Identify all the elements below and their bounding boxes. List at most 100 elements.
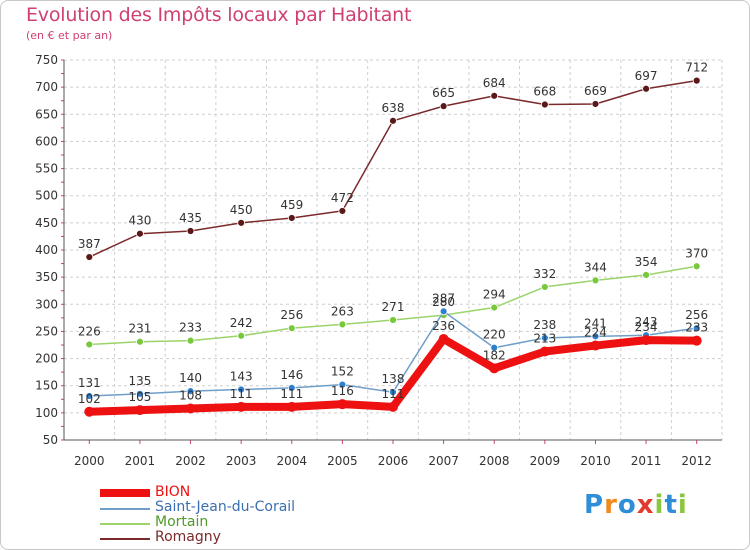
data-point-bion — [337, 399, 348, 410]
data-label-saint-jean-du-corail: 241 — [584, 316, 607, 330]
x-tick-label: 2005 — [327, 454, 358, 468]
data-point-bion — [489, 363, 500, 374]
chart-subtitle: (en € et par an) — [26, 29, 113, 42]
data-label-bion: 111 — [382, 387, 405, 401]
logo-letter: r — [604, 490, 618, 520]
data-point-romagny — [692, 76, 701, 85]
data-label-romagny: 668 — [533, 85, 556, 99]
data-label-mortain: 231 — [128, 322, 151, 336]
data-point-romagny — [338, 207, 347, 215]
data-point-mortain — [186, 336, 195, 345]
y-tick-label: 750 — [35, 53, 58, 67]
data-point-saint-jean-du-corail — [85, 392, 94, 400]
data-point-saint-jean-du-corail — [186, 387, 195, 396]
x-tick-label: 2011 — [631, 454, 662, 468]
data-label-bion: 111 — [280, 387, 303, 401]
data-label-romagny: 450 — [230, 203, 253, 217]
data-label-romagny: 638 — [382, 101, 405, 115]
data-point-saint-jean-du-corail — [338, 380, 347, 389]
y-tick-label: 650 — [35, 107, 58, 121]
data-label-bion: 234 — [635, 320, 658, 334]
data-point-mortain — [136, 337, 144, 346]
y-tick-label: 550 — [35, 162, 58, 176]
data-label-saint-jean-du-corail: 243 — [635, 315, 658, 329]
data-label-mortain: 344 — [584, 260, 607, 274]
data-label-romagny: 669 — [584, 84, 607, 98]
legend-label-mortain: Mortain — [155, 514, 209, 530]
data-label-mortain: 242 — [230, 316, 253, 330]
data-label-bion: 182 — [483, 348, 506, 362]
data-label-saint-jean-du-corail: 287 — [432, 291, 455, 305]
data-label-bion: 108 — [179, 389, 202, 403]
logo-letter: P — [584, 490, 605, 520]
y-tick-label: 50 — [43, 433, 58, 447]
data-label-saint-jean-du-corail: 140 — [179, 371, 202, 385]
data-label-bion: 233 — [685, 321, 708, 335]
data-point-bion — [388, 401, 398, 412]
data-label-bion: 116 — [331, 384, 354, 398]
data-label-romagny: 712 — [685, 61, 708, 75]
y-tick-label: 100 — [35, 406, 58, 420]
data-label-saint-jean-du-corail: 146 — [280, 368, 303, 382]
data-point-bion — [84, 406, 95, 417]
data-label-saint-jean-du-corail: 152 — [331, 365, 354, 379]
legend-swatch-romagny — [100, 538, 150, 540]
y-tick-label: 500 — [35, 189, 58, 203]
data-label-mortain: 271 — [382, 300, 405, 314]
data-point-bion — [286, 401, 297, 412]
legend-label-bion: BION — [155, 484, 191, 500]
legend-label-saint-jean-du-corail: Saint-Jean-du-Corail — [155, 499, 296, 515]
chart-title: Evolution des Impôts locaux par Habitant — [26, 4, 412, 26]
data-point-mortain — [85, 340, 94, 349]
data-point-saint-jean-du-corail — [439, 307, 448, 316]
data-point-mortain — [591, 276, 600, 285]
data-label-romagny: 665 — [432, 86, 455, 100]
data-point-mortain — [692, 262, 701, 271]
logo-letter: x — [636, 490, 655, 520]
data-point-saint-jean-du-corail — [692, 324, 701, 333]
data-point-mortain — [237, 331, 246, 340]
data-label-romagny: 435 — [179, 211, 202, 225]
data-label-mortain: 294 — [483, 288, 506, 302]
data-label-saint-jean-du-corail: 220 — [483, 328, 506, 342]
y-tick-label: 350 — [35, 270, 58, 284]
data-point-saint-jean-du-corail — [237, 385, 246, 394]
data-point-romagny — [591, 100, 600, 108]
data-label-saint-jean-du-corail: 135 — [128, 374, 151, 388]
data-label-bion: 102 — [78, 392, 101, 406]
y-tick-label: 700 — [35, 80, 58, 94]
data-point-saint-jean-du-corail — [591, 332, 600, 341]
data-point-saint-jean-du-corail — [389, 388, 397, 397]
data-point-bion — [539, 346, 550, 357]
data-label-bion: 236 — [432, 319, 455, 333]
data-label-romagny: 459 — [280, 198, 303, 212]
logo-letter: i — [677, 490, 688, 520]
x-tick-label: 2009 — [530, 454, 561, 468]
data-point-romagny — [439, 102, 448, 111]
data-label-bion: 224 — [584, 326, 607, 340]
x-tick-label: 2012 — [681, 454, 712, 468]
y-tick-label: 300 — [35, 297, 58, 311]
x-tick-label: 2006 — [378, 454, 409, 468]
data-point-saint-jean-du-corail — [540, 334, 549, 342]
y-tick-label: 200 — [35, 352, 58, 366]
data-point-romagny — [287, 214, 296, 222]
data-point-mortain — [540, 283, 549, 291]
x-tick-label: 2010 — [580, 454, 611, 468]
data-point-bion — [691, 335, 702, 346]
data-label-bion: 213 — [533, 332, 556, 346]
y-tick-label: 150 — [35, 379, 58, 393]
data-label-mortain: 370 — [685, 246, 708, 260]
y-tick-label: 250 — [35, 324, 58, 338]
x-tick-label: 2001 — [125, 454, 156, 468]
data-point-mortain — [642, 271, 650, 279]
data-point-saint-jean-du-corail — [136, 389, 144, 398]
y-tick-label: 400 — [35, 243, 58, 257]
y-tick-label: 600 — [35, 134, 58, 148]
legend-swatch-saint-jean-du-corail — [100, 508, 150, 510]
data-label-bion: 111 — [230, 387, 253, 401]
data-point-bion — [590, 340, 601, 351]
data-point-bion — [185, 403, 196, 414]
data-point-romagny — [85, 253, 94, 261]
data-label-mortain: 354 — [635, 255, 658, 269]
